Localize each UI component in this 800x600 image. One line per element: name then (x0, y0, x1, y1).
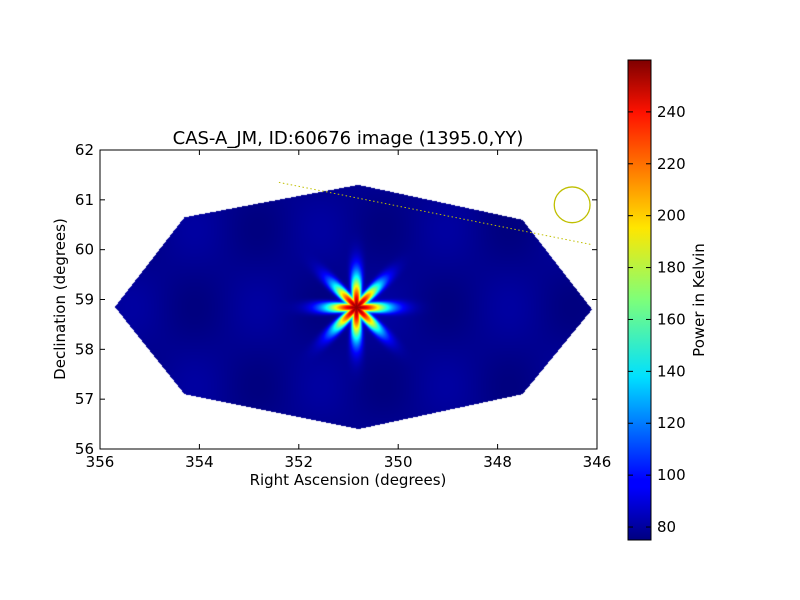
x-tick-label: 350 (384, 453, 413, 471)
colorbar-label: Power in Kelvin (690, 243, 708, 357)
x-axis-label: Right Ascension (degrees) (250, 471, 447, 489)
colorbar-frame (627, 59, 652, 541)
y-tick-label: 60 (75, 241, 94, 259)
overlay-dotted-line (278, 181, 593, 246)
colorbar-tick-label: 180 (657, 259, 686, 277)
plot-area (99, 149, 598, 450)
y-axis: 56 57 58 59 60 61 62 (75, 141, 597, 458)
y-tick-label: 62 (75, 141, 94, 159)
colorbar-gradient (628, 60, 651, 540)
colorbar-tick-label: 220 (657, 155, 686, 173)
overlay-circle (553, 186, 591, 224)
chart-title: CAS-A_JM, ID:60676 image (1395.0,YY) (173, 128, 524, 149)
colorbar-tick-label: 140 (657, 362, 686, 380)
colorbar-tick-label: 160 (657, 310, 686, 328)
colorbar-tick-label: 240 (657, 103, 686, 121)
x-tick-label: 348 (483, 453, 512, 471)
y-axis-label: Declination (degrees) (51, 218, 69, 380)
y-tick-label: 58 (75, 340, 94, 358)
y-tick-label: 57 (75, 390, 94, 408)
y-tick-label: 61 (75, 191, 94, 209)
x-tick-label: 352 (284, 453, 313, 471)
x-axis: 356 354 352 350 348 346 (86, 150, 612, 471)
colorbar-tick-label: 80 (657, 518, 676, 536)
x-tick-label: 354 (185, 453, 214, 471)
y-tick-label: 56 (75, 440, 94, 458)
colorbar: 80 100 120 140 160 180 200 220 240 Power in Kelv… (627, 59, 708, 541)
colorbar-tick-label: 120 (657, 414, 686, 432)
y-tick-label: 59 (75, 291, 94, 309)
heatmap-image (100, 150, 597, 449)
x-tick-label: 356 (86, 453, 115, 471)
colorbar-tick-label: 100 (657, 466, 686, 484)
colorbar-tick-label: 200 (657, 207, 686, 225)
x-tick-label: 346 (583, 453, 612, 471)
